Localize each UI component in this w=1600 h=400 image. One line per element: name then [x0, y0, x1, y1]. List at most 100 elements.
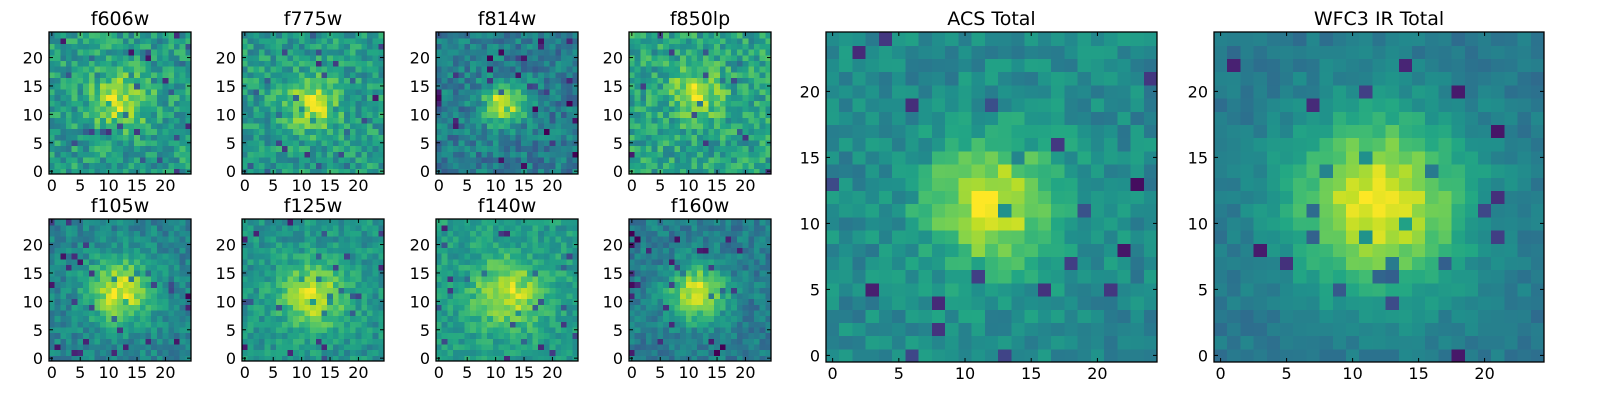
pixel-cell [315, 321, 323, 328]
pixel-cell [304, 230, 311, 237]
pixel-cell [83, 71, 90, 79]
pixel-cell [663, 128, 670, 135]
pixel-cell [111, 139, 118, 147]
pixel-cell [538, 139, 545, 147]
pixel-cell [441, 241, 448, 248]
pixel-cell [509, 128, 517, 135]
pixel-cell [736, 94, 744, 101]
pixel-cell [629, 315, 636, 322]
pixel-cell [748, 88, 755, 96]
pixel-cell [321, 304, 328, 311]
pixel-cell [691, 326, 698, 334]
pixel-cell [54, 134, 61, 141]
pixel-cell [464, 224, 471, 231]
pixel-cell [538, 298, 545, 305]
pixel-cell [436, 71, 443, 79]
pixel-cell [156, 253, 164, 260]
pixel-cell [88, 145, 96, 152]
pixel-cell [122, 343, 130, 351]
pixel-cell [94, 139, 101, 147]
pixel-cell [355, 94, 362, 101]
pixel-cell [731, 304, 738, 311]
pixel-cell [179, 105, 186, 113]
pixel-cell [355, 156, 362, 164]
pixel-cell [566, 117, 573, 124]
pixel-cell [332, 83, 340, 90]
y-tick-label: 20 [23, 236, 43, 255]
pixel-cell [748, 43, 755, 50]
pixel-cell [549, 128, 556, 135]
pixel-cell [378, 134, 385, 141]
pixel-cell [572, 332, 579, 339]
pixel-cell [685, 343, 693, 351]
image-cells [436, 32, 579, 175]
pixel-cell [509, 292, 517, 300]
pixel-cell [441, 162, 448, 169]
pixel-cell [663, 292, 670, 300]
pixel-cell [100, 54, 107, 61]
pixel-cell [321, 298, 328, 305]
pixel-cell [492, 117, 500, 124]
pixel-cell [464, 292, 471, 300]
pixel-cell [543, 338, 551, 345]
pixel-cell [298, 292, 306, 300]
pixel-cell [521, 326, 528, 334]
pixel-cell [560, 247, 568, 254]
pixel-cell [447, 88, 454, 96]
pixel-cell [168, 66, 175, 73]
pixel-cell [708, 139, 715, 147]
pixel-cell [731, 71, 738, 79]
pixel-cell [685, 43, 693, 50]
pixel-cell [298, 275, 306, 283]
pixel-cell [253, 281, 260, 288]
pixel-cell [66, 122, 73, 130]
pixel-cell [492, 315, 500, 322]
pixel-cell [304, 60, 311, 67]
pixel-cell [572, 71, 579, 79]
pixel-cell [731, 156, 738, 164]
pixel-cell [555, 66, 562, 73]
pixel-cell [572, 88, 579, 96]
pixel-cell [447, 49, 454, 56]
pixel-cell [436, 253, 443, 260]
pixel-cell [310, 264, 317, 271]
pixel-cell [458, 230, 465, 237]
pixel-cell [242, 247, 249, 254]
pixel-cell [66, 94, 73, 101]
pixel-cell [509, 281, 517, 288]
pixel-cell [731, 105, 738, 113]
pixel-cell [560, 128, 568, 135]
pixel-cell [321, 156, 328, 164]
pixel-cell [111, 287, 118, 294]
pixel-cell [94, 349, 101, 356]
pixel-cell [464, 60, 471, 67]
pixel-cell [470, 139, 477, 147]
pixel-cell [498, 343, 505, 351]
pixel-cell [185, 122, 192, 130]
pixel-cell [100, 128, 107, 135]
pixel-cell [668, 37, 676, 44]
pixel-cell [111, 88, 118, 96]
pixel-cell [293, 156, 300, 164]
pixel-cell [481, 258, 488, 266]
pixel-cell [674, 43, 681, 50]
pixel-cell [310, 145, 317, 152]
pixel-cell [100, 253, 107, 260]
pixel-cell [185, 332, 192, 339]
pixel-cell [145, 128, 152, 135]
pixel-cell [361, 332, 368, 339]
pixel-cell [487, 264, 494, 271]
pixel-cell [504, 287, 511, 294]
pixel-cell [54, 117, 61, 124]
pixel-cell [173, 43, 181, 50]
pixel-cell [555, 151, 562, 158]
pixel-cell [447, 100, 454, 107]
pixel-cell [151, 54, 158, 61]
pixel-cell [54, 292, 61, 300]
pixel-cell [447, 309, 454, 317]
pixel-cell [156, 258, 164, 266]
pixel-cell [674, 100, 681, 107]
pixel-cell [128, 77, 135, 84]
pixel-cell [105, 145, 113, 152]
pixel-cell [725, 117, 732, 124]
